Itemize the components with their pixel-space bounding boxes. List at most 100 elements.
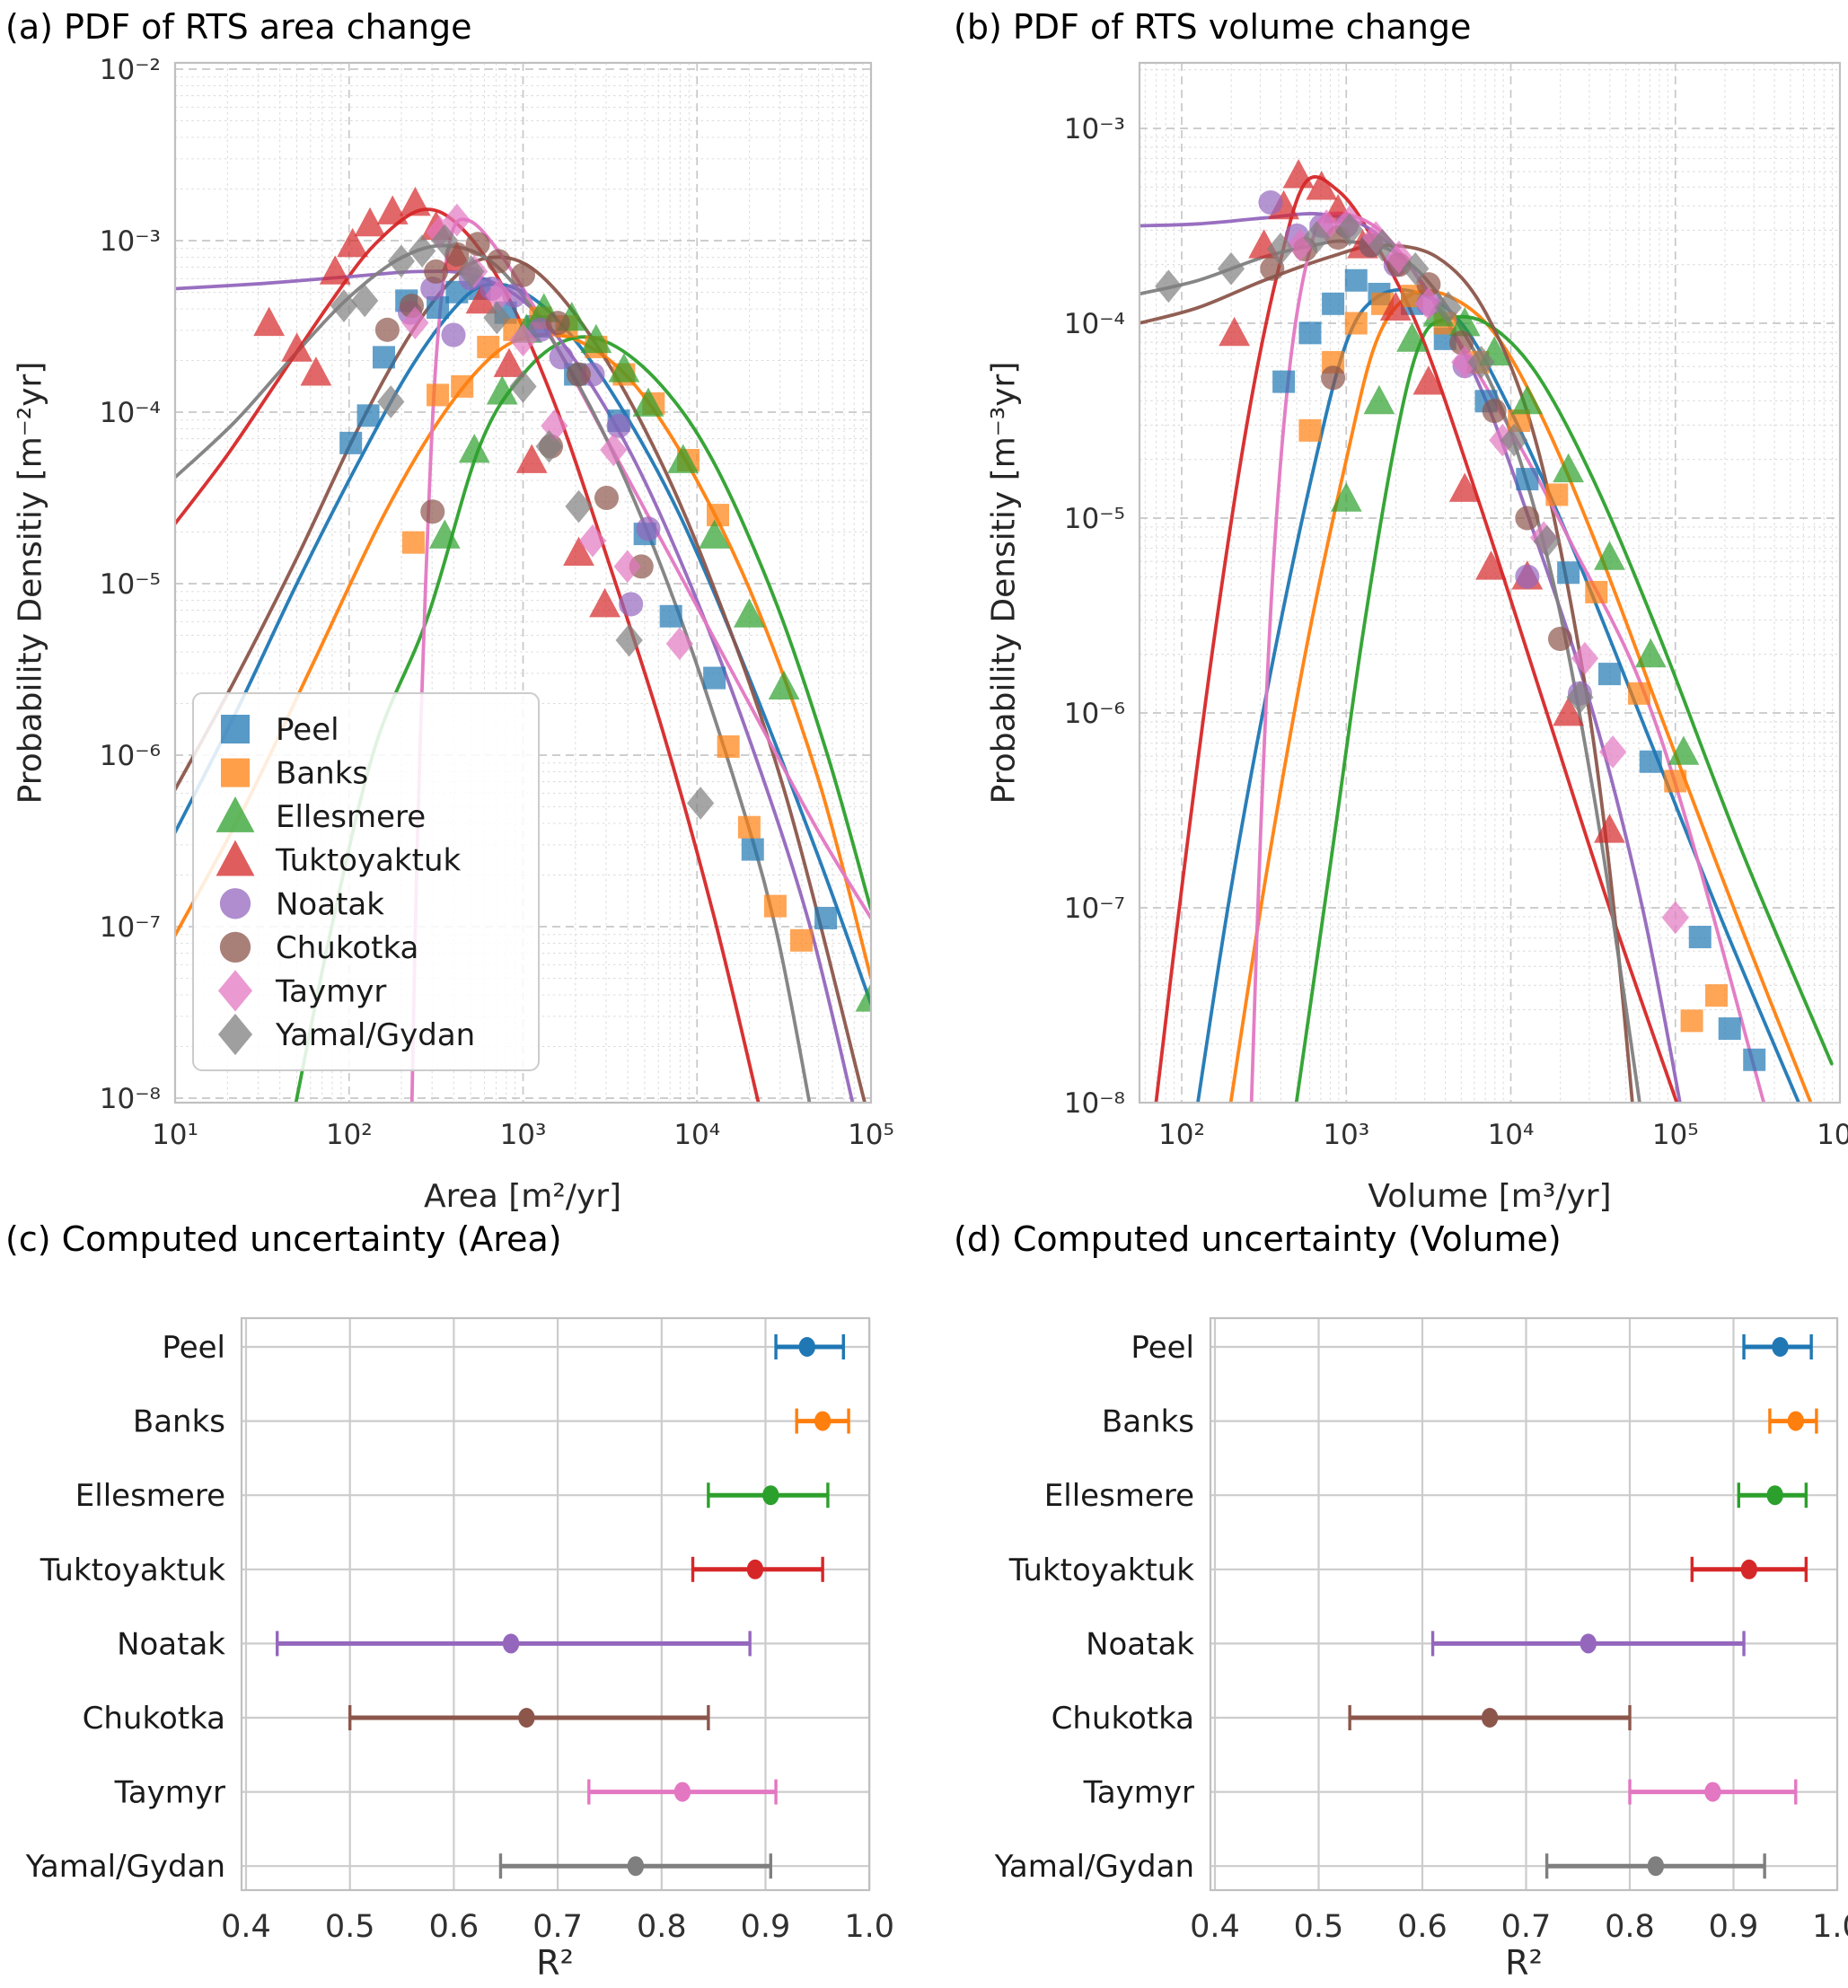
row-label-tuktoyaktuk: Tuktoyaktuk (1008, 1553, 1195, 1588)
errorbar-marker (1787, 1411, 1805, 1431)
errorbar-noatak (1430, 1631, 1746, 1657)
panel-c-frame (240, 1316, 871, 1892)
panel-d-title: (d) Computed uncertainty (Volume) (954, 1219, 1562, 1259)
panel-c-errorbars (276, 1334, 850, 1879)
svg-text:10⁻⁴: 10⁻⁴ (1064, 308, 1125, 340)
errorbar-yamal-gydan (498, 1853, 772, 1879)
panel-c: 0.4 0.5 0.6 0.7 0.8 0.9 1.0 Peel Banks Ellesmere T… (25, 1316, 894, 1945)
panel-c-xaxis-label: R² (536, 1943, 574, 1983)
points-tuktoyaktuk (253, 186, 620, 618)
legend-item-ellesmere: Ellesmere (216, 796, 426, 835)
panel-b-tick-labels: 10² 10³ 10⁴ 10⁵ 10⁶ 10⁻³ 10⁻⁴ 10⁻⁵ 10⁻⁶ 10⁻⁷ 10⁻⁸ (1064, 113, 1848, 1151)
row-label-yamal-gydan: Yamal/Gydan (25, 1849, 225, 1885)
panel-a: 10¹ 10² 10³ 10⁴ 10⁵ 10⁻² 10⁻³ 10⁻⁴ 10⁻⁵ 10⁻⁶ 10⁻⁷ 1… (100, 54, 894, 1151)
panel-b-yaxis-label: Probability Densitiy [m⁻³yr] (985, 361, 1023, 805)
errorbar-taymyr (587, 1779, 778, 1805)
panel-a-legend: Peel Banks Ellesmere Tuktoyaktuk Noatak Chuko… (192, 692, 540, 1071)
svg-text:0.6: 0.6 (1397, 1909, 1448, 1945)
panel-b: 10² 10³ 10⁴ 10⁵ 10⁶ 10⁻³ 10⁻⁴ 10⁻⁵ 10⁻⁶ 10⁻⁷ 10⁻⁸ (1064, 61, 1848, 1151)
svg-text:Taymyr: Taymyr (275, 973, 386, 1009)
panel-c-row-labels: Peel Banks Ellesmere Tuktoyaktuk Noatak Chuko… (25, 1330, 226, 1885)
legend-item-taymyr: Taymyr (217, 970, 386, 1012)
svg-text:10⁻⁴: 10⁻⁴ (100, 397, 161, 429)
errorbar-marker (673, 1781, 691, 1802)
svg-text:10⁵: 10⁵ (1652, 1119, 1699, 1151)
panel-a-yaxis-label: Probability Densitiy [m⁻²yr] (12, 361, 49, 805)
svg-text:Ellesmere: Ellesmere (276, 799, 426, 835)
panel-a-frame (173, 61, 873, 1104)
errorbar-marker (1704, 1781, 1721, 1802)
panel-c-tick-labels: 0.4 0.5 0.6 0.7 0.8 0.9 1.0 (221, 1909, 894, 1945)
svg-text:0.5: 0.5 (325, 1909, 375, 1945)
panel-d-tick-labels: 0.4 0.5 0.6 0.7 0.8 0.9 1.0 (1190, 1909, 1848, 1945)
svg-text:10⁻⁷: 10⁻⁷ (100, 911, 161, 944)
errorbar-marker (1766, 1485, 1783, 1506)
svg-text:10³: 10³ (500, 1119, 547, 1151)
svg-text:0.7: 0.7 (1501, 1909, 1552, 1945)
panel-a-tick-labels: 10¹ 10² 10³ 10⁴ 10⁵ 10⁻² 10⁻³ 10⁻⁴ 10⁻⁵ 10⁻⁶ 10⁻⁷ 1… (100, 54, 894, 1151)
errorbar-yamal-gydan (1544, 1853, 1766, 1879)
svg-text:10¹: 10¹ (152, 1119, 198, 1151)
points-yamal-gydan (1155, 213, 1594, 714)
curve-taymyr (1249, 211, 1766, 1103)
errorbar-banks (795, 1408, 850, 1434)
row-label-tuktoyaktuk: Tuktoyaktuk (40, 1553, 226, 1588)
errorbar-marker (1647, 1856, 1665, 1877)
panel-b-scatter (1155, 159, 1766, 1071)
errorbar-marker (1481, 1708, 1499, 1728)
points-ellesmere (428, 293, 871, 1012)
svg-text:Noatak: Noatak (276, 886, 384, 922)
errorbar-taymyr (1628, 1779, 1798, 1805)
errorbar-noatak (276, 1631, 752, 1657)
row-label-chukotka: Chukotka (83, 1701, 225, 1737)
svg-text:0.8: 0.8 (637, 1909, 687, 1945)
svg-text:10³: 10³ (1323, 1119, 1369, 1151)
row-label-noatak: Noatak (117, 1626, 225, 1662)
panel-d-grid (1210, 1318, 1839, 1890)
row-label-taymyr: Taymyr (1083, 1775, 1194, 1811)
svg-text:10⁴: 10⁴ (1488, 1119, 1535, 1151)
svg-text:10⁴: 10⁴ (673, 1119, 720, 1151)
panel-a-scatter (253, 186, 871, 1012)
curve-noatak (1140, 212, 1682, 1103)
svg-text:1.0: 1.0 (1812, 1909, 1848, 1945)
errorbar-ellesmere (1737, 1482, 1808, 1509)
panel-b-frame (1138, 61, 1842, 1104)
legend-item-noatak: Noatak (219, 886, 384, 922)
row-label-yamal-gydan: Yamal/Gydan (994, 1849, 1194, 1885)
svg-text:10⁻⁷: 10⁻⁷ (1064, 893, 1125, 925)
svg-text:10⁻³: 10⁻³ (1064, 113, 1125, 145)
errorbar-marker (518, 1708, 535, 1728)
legend-item-peel: Peel (221, 712, 339, 748)
legend-item-banks: Banks (221, 756, 368, 792)
panel-b-xaxis-label: Volume [m³/yr] (1368, 1178, 1612, 1215)
errorbar-chukotka (348, 1705, 710, 1730)
svg-text:10⁶: 10⁶ (1817, 1119, 1848, 1151)
svg-text:10²: 10² (1158, 1119, 1205, 1151)
row-label-chukotka: Chukotka (1052, 1701, 1194, 1737)
row-label-taymyr: Taymyr (114, 1775, 225, 1811)
svg-text:Yamal/Gydan: Yamal/Gydan (275, 1017, 475, 1053)
errorbar-marker (1772, 1337, 1789, 1357)
panel-d-row-labels: Peel Banks Ellesmere Tuktoyaktuk Noatak Chuko… (994, 1330, 1195, 1885)
legend-item-chukotka: Chukotka (219, 930, 418, 966)
svg-text:0.5: 0.5 (1294, 1909, 1344, 1945)
row-label-noatak: Noatak (1086, 1626, 1194, 1662)
errorbar-marker (762, 1485, 779, 1506)
row-label-banks: Banks (133, 1404, 225, 1440)
svg-text:0.7: 0.7 (532, 1909, 583, 1945)
svg-text:0.9: 0.9 (1709, 1909, 1759, 1945)
svg-text:10⁻⁵: 10⁻⁵ (1064, 503, 1125, 535)
svg-text:0.4: 0.4 (1190, 1909, 1240, 1945)
svg-text:10⁵: 10⁵ (848, 1119, 894, 1151)
svg-text:10⁻⁶: 10⁻⁶ (100, 740, 161, 772)
panel-a-xaxis-label: Area [m²/yr] (423, 1178, 622, 1215)
legend-item-tuktoyaktuk: Tuktoyaktuk (216, 840, 462, 879)
legend-item-yamal-gydan: Yamal/Gydan (217, 1013, 475, 1056)
errorbar-marker (814, 1411, 832, 1431)
errorbar-peel (774, 1334, 845, 1359)
errorbar-tuktoyaktuk (1690, 1556, 1808, 1582)
points-banks (1298, 285, 1729, 1033)
